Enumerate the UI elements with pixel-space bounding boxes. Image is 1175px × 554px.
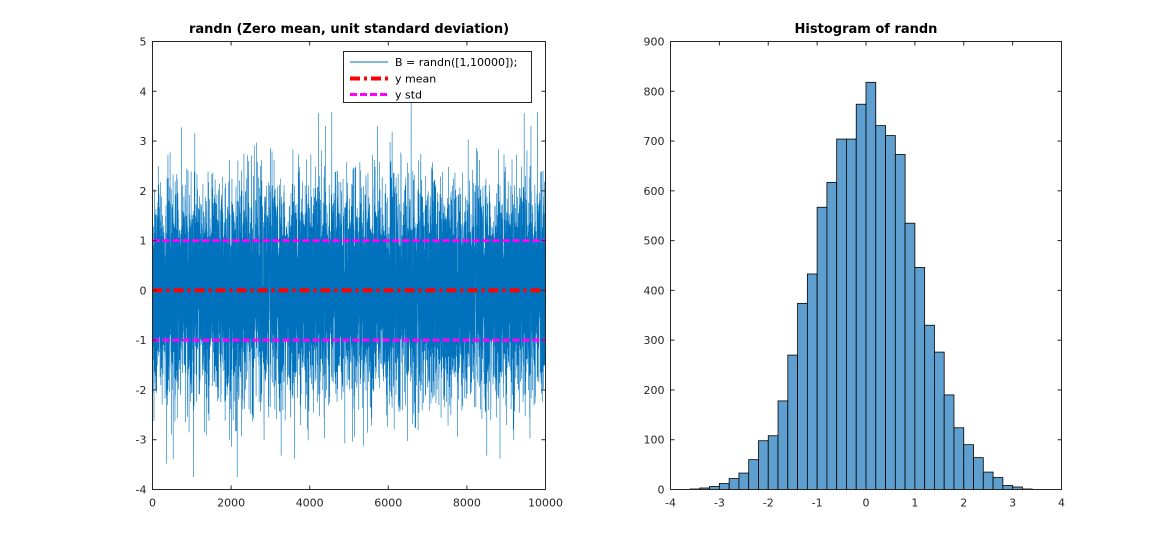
- left-y-tick-label: 3: [140, 135, 147, 148]
- right-y-tick-label: 300: [644, 334, 665, 347]
- left-y-tick-label: 4: [140, 85, 147, 98]
- histogram-bar: [787, 354, 798, 490]
- right-x-tick-label: 4: [1058, 497, 1065, 510]
- right-y-tick-label: 0: [658, 484, 665, 497]
- left-x-tick-label: 6000: [374, 497, 402, 510]
- histogram-bar: [963, 444, 974, 490]
- histogram-bar: [836, 138, 847, 490]
- histogram-bar: [953, 427, 965, 490]
- histogram-bar: [875, 125, 886, 490]
- histogram-bar: [943, 394, 955, 490]
- left-x-tick-label: 8000: [453, 497, 481, 510]
- histogram-bar: [816, 206, 828, 490]
- histogram-bar: [894, 154, 906, 490]
- histogram-bar: [718, 483, 730, 490]
- right-y-tick-label: 100: [644, 434, 665, 447]
- histogram-bar: [885, 135, 896, 490]
- histogram-bar: [982, 471, 994, 490]
- right-axis-ticks: -4 -3 -2 -1 0 1 2 3 4 0 100 200 300 400 500 600 700 800 90…: [644, 36, 1066, 510]
- right-y-tick-label: 200: [644, 384, 665, 397]
- histogram-bar: [767, 435, 779, 490]
- left-y-tick-label: -1: [136, 334, 147, 347]
- right-y-tick-label: 700: [644, 135, 665, 148]
- right-x-tick-label: -4: [665, 497, 676, 510]
- right-axes-frame: [670, 41, 1062, 490]
- histogram-bar: [934, 351, 945, 490]
- series-signal-line: [152, 93, 546, 478]
- histogram-bar: [826, 181, 838, 490]
- left-x-tick-label: 0: [149, 497, 156, 510]
- histogram-bar: [846, 138, 857, 490]
- left-x-tick-label: 2000: [217, 497, 245, 510]
- right-x-tick-label: -2: [763, 497, 774, 510]
- histogram-bar: [865, 81, 877, 490]
- histogram-bar: [992, 477, 1004, 490]
- right-axes: Histogram of randn -4 -3 -2 -1 0 1 2 3 4 0 100 200 3…: [644, 22, 1066, 510]
- right-x-tick-label: 3: [1009, 497, 1016, 510]
- right-y-tick-label: 500: [644, 235, 665, 248]
- histogram-bar: [738, 472, 750, 490]
- histogram-bar: [728, 478, 740, 490]
- left-x-tick-label: 10000: [528, 497, 563, 510]
- legend-label-mean: y mean: [395, 73, 436, 86]
- histogram-bar: [748, 459, 759, 490]
- right-x-tick-label: -1: [812, 497, 823, 510]
- left-axes: randn (Zero mean, unit standard deviatio…: [136, 22, 563, 510]
- left-y-tick-label: 5: [140, 36, 147, 49]
- right-y-tick-label: 600: [644, 185, 665, 198]
- right-y-tick-label: 400: [644, 284, 665, 297]
- left-plot-area: [152, 93, 546, 478]
- histogram-bar: [914, 267, 926, 490]
- left-chart-title: randn (Zero mean, unit standard deviatio…: [189, 22, 509, 37]
- histogram-bar: [777, 400, 789, 490]
- left-axes-frame: [152, 41, 546, 490]
- left-y-tick-label: -4: [136, 484, 147, 497]
- histogram-bar: [855, 103, 867, 490]
- right-y-tick-label: 900: [644, 36, 665, 49]
- right-x-tick-label: -3: [714, 497, 725, 510]
- right-x-tick-label: 2: [960, 497, 967, 510]
- left-y-tick-label: 0: [140, 284, 147, 297]
- histogram-bar: [806, 273, 818, 490]
- histogram-bar: [797, 302, 808, 490]
- histogram-bar: [924, 324, 935, 490]
- left-x-tick-label: 4000: [296, 497, 324, 510]
- right-plot-area: [689, 81, 1033, 490]
- legend-label-std: y std: [395, 89, 422, 102]
- right-x-tick-label: 1: [911, 497, 918, 510]
- left-y-tick-label: 2: [140, 185, 147, 198]
- legend: B = randn([1,10000]); y mean y std: [343, 51, 532, 103]
- legend-label-signal: B = randn([1,10000]);: [395, 56, 517, 69]
- left-y-tick-label: 1: [140, 235, 147, 248]
- right-x-tick-label: 0: [863, 497, 870, 510]
- left-y-tick-label: -3: [136, 434, 147, 447]
- histogram-bar: [1002, 485, 1014, 490]
- histogram-bar: [904, 222, 916, 490]
- right-y-tick-label: 800: [644, 85, 665, 98]
- left-y-tick-label: -2: [136, 384, 147, 397]
- histogram-bar: [973, 457, 984, 490]
- histogram-bar: [758, 440, 769, 490]
- right-chart-title: Histogram of randn: [795, 22, 938, 37]
